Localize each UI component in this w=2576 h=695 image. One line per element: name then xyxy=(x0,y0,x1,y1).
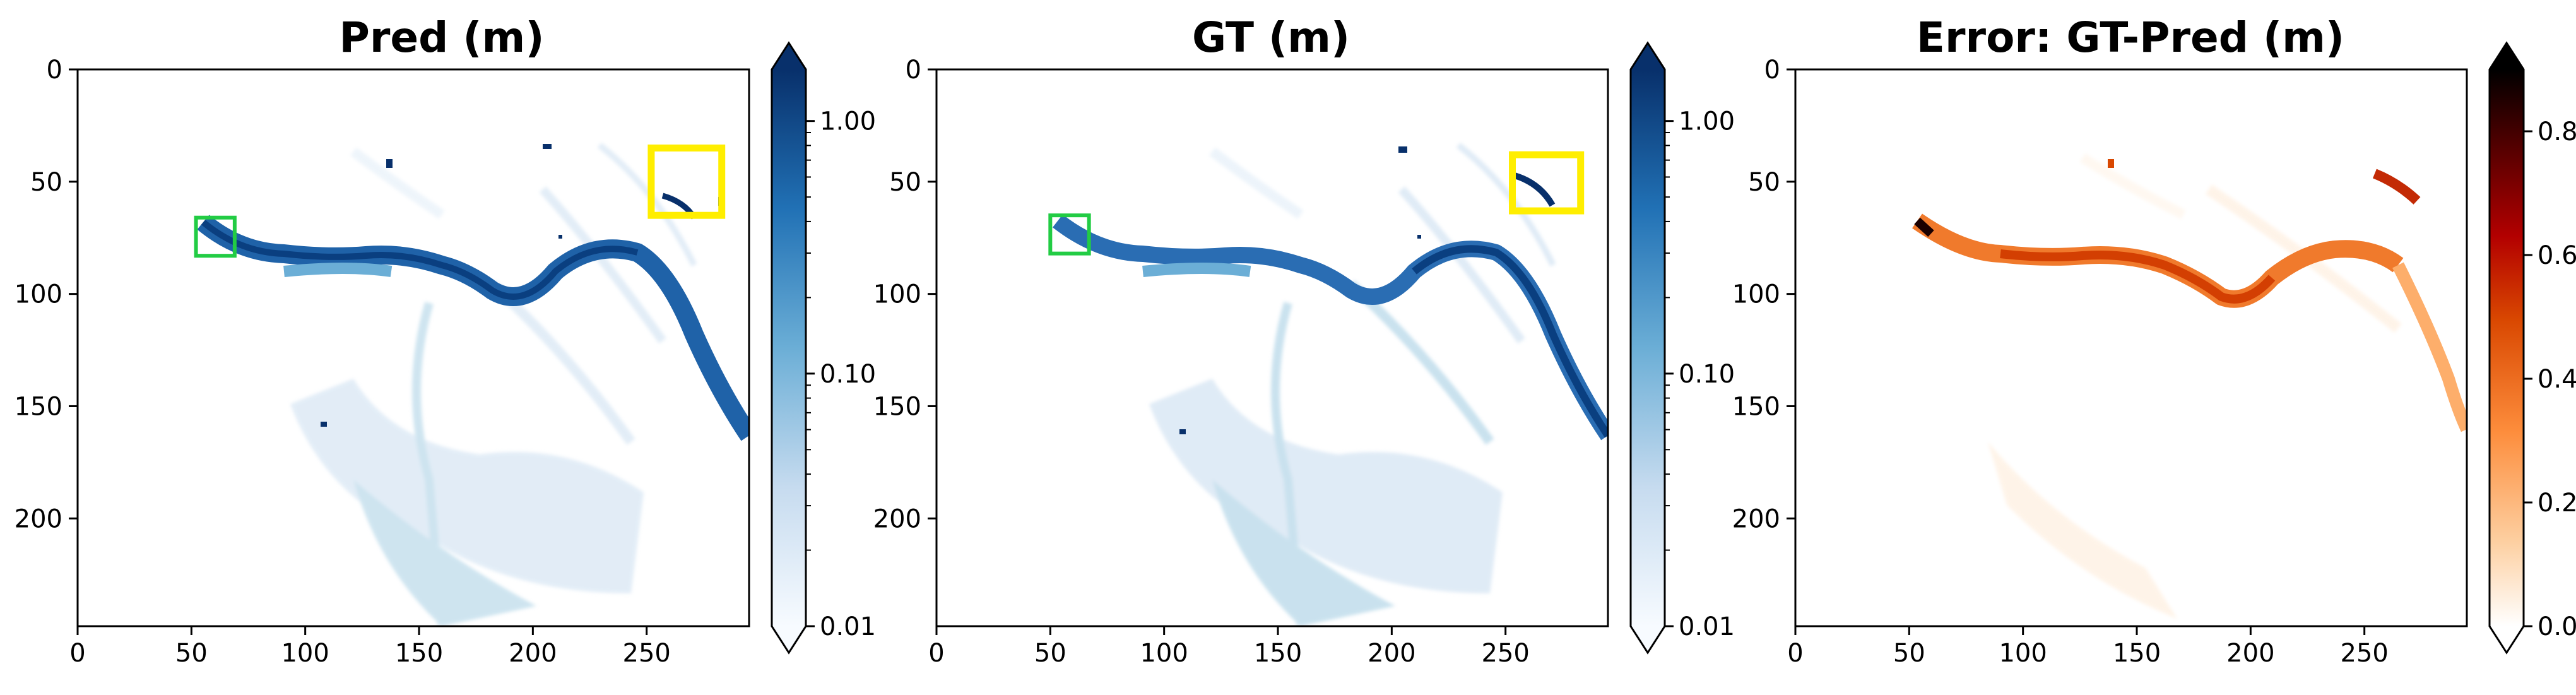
y-tick-label: 100 xyxy=(1732,280,1780,309)
x-tick-label: 0 xyxy=(1787,639,1803,668)
plot-frame xyxy=(1794,68,2468,627)
chart-title: Pred (m) xyxy=(339,13,544,62)
colorbar-tick-label: 0.10 xyxy=(1679,360,1735,389)
x-tick-label: 50 xyxy=(1034,639,1066,668)
heatmap-image xyxy=(1795,69,2467,626)
x-tick-label: 100 xyxy=(281,639,329,668)
colorbar-tick-label: 0.01 xyxy=(1679,612,1735,641)
y-tick-label: 0 xyxy=(906,56,921,85)
colorbar: 0.01 0.10 1.00 xyxy=(1629,41,1735,655)
x-axis: 0 50 100 150 200 250 xyxy=(928,626,1530,668)
colorbar-extend-bottom xyxy=(772,626,806,653)
colorbar-extend-top xyxy=(772,43,806,69)
x-axis: 0 50 100 150 200 250 xyxy=(1787,626,2389,668)
colorbar-tick-label: 1.00 xyxy=(1679,107,1735,136)
x-tick-label: 50 xyxy=(1893,639,1925,668)
colorbar-tick-label: 0.4 xyxy=(2538,365,2576,394)
y-axis: 0 50 100 150 200 xyxy=(1732,56,1795,533)
highlight-box-green xyxy=(194,215,237,258)
colorbar-tick-label: 0.2 xyxy=(2538,489,2576,518)
x-tick-label: 150 xyxy=(2113,639,2161,668)
y-tick-label: 50 xyxy=(889,168,921,197)
colorbar-extend-top xyxy=(1631,43,1665,69)
panel-error: Error: GT-Pred (m) 0 50 100 150 200 250 0 50 10… xyxy=(1732,13,2576,668)
x-tick-label: 100 xyxy=(1999,639,2047,668)
x-tick-label: 150 xyxy=(395,639,443,668)
highlight-box-green xyxy=(1048,213,1091,256)
colorbar-gradient xyxy=(772,69,806,626)
x-tick-label: 200 xyxy=(2226,639,2274,668)
colorbar-gradient xyxy=(1631,69,1665,626)
highlight-box-yellow xyxy=(647,144,726,219)
colorbar-tick-label: 0.0 xyxy=(2538,612,2576,641)
plot-frame xyxy=(935,68,1609,627)
x-tick-label: 150 xyxy=(1254,639,1302,668)
chart-title: GT (m) xyxy=(1192,13,1350,62)
y-tick-label: 200 xyxy=(873,504,921,533)
heatmap-image xyxy=(936,69,1608,626)
y-tick-label: 50 xyxy=(30,168,62,197)
y-tick-label: 100 xyxy=(15,280,62,309)
plot-frame xyxy=(76,68,750,627)
heatmap-image xyxy=(78,69,749,626)
y-tick-label: 150 xyxy=(15,392,62,421)
colorbar-tick-label: 1.00 xyxy=(820,107,876,136)
x-tick-label: 0 xyxy=(69,639,85,668)
highlight-box-yellow xyxy=(1509,151,1585,215)
colorbar-tick-label: 0.01 xyxy=(820,612,876,641)
chart-title: Error: GT-Pred (m) xyxy=(1917,13,2344,62)
colorbar-tick-label: 0.8 xyxy=(2538,117,2576,146)
colorbar-extend-top xyxy=(2490,43,2524,69)
x-tick-label: 250 xyxy=(1482,639,1530,668)
y-tick-label: 200 xyxy=(15,504,62,533)
x-tick-label: 0 xyxy=(928,639,944,668)
x-tick-label: 200 xyxy=(509,639,557,668)
colorbar-gradient xyxy=(2490,69,2524,626)
y-tick-label: 150 xyxy=(873,392,921,421)
y-tick-label: 200 xyxy=(1732,504,1780,533)
y-tick-label: 50 xyxy=(1748,168,1780,197)
x-tick-label: 200 xyxy=(1368,639,1415,668)
y-tick-label: 0 xyxy=(1764,56,1780,85)
x-tick-label: 100 xyxy=(1140,639,1188,668)
colorbar: 0.01 0.10 1.00 xyxy=(771,41,876,655)
y-axis: 0 50 100 150 200 xyxy=(873,56,936,533)
x-axis: 0 50 100 150 200 250 xyxy=(69,626,671,668)
colorbar-tick-label: 0.10 xyxy=(820,360,876,389)
colorbar-tick-label: 0.6 xyxy=(2538,241,2576,270)
y-tick-label: 100 xyxy=(873,280,921,309)
x-tick-label: 50 xyxy=(175,639,208,668)
colorbar-extend-bottom xyxy=(2490,626,2524,653)
y-tick-label: 150 xyxy=(1732,392,1780,421)
y-tick-label: 0 xyxy=(47,56,62,85)
y-axis: 0 50 100 150 200 xyxy=(15,56,78,533)
x-tick-label: 250 xyxy=(2341,639,2389,668)
x-tick-label: 250 xyxy=(623,639,671,668)
colorbar-extend-bottom xyxy=(1631,626,1665,653)
colorbar: 0.0 0.2 0.4 0.6 0.8 xyxy=(2488,41,2576,655)
panel-pred: Pred (m) 0 50 100 150 200 250 xyxy=(15,13,876,668)
